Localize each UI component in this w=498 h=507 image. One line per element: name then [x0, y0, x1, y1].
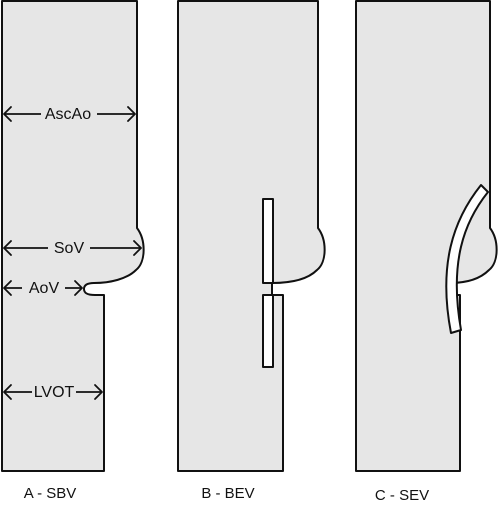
panel-b: B - BEV — [177, 0, 326, 502]
ascao-label: AscAo — [45, 106, 91, 123]
panel-c-caption: C - SEV — [375, 487, 429, 504]
panel-b-valve-lower-strut — [262, 294, 274, 368]
panel-a-aorta-body — [1, 0, 145, 472]
panel-b-aorta-body — [177, 0, 326, 472]
lvot-label: LVOT — [34, 384, 75, 401]
panel-a-caption: A - SBV — [24, 485, 77, 502]
panel-a: AscAo SoV AoV LVOT A - SBV — [1, 0, 145, 502]
sov-label: SoV — [54, 240, 85, 257]
lvot-dimension: LVOT — [3, 384, 103, 401]
panel-c-aorta-body — [355, 0, 498, 472]
ascao-dimension: AscAo — [3, 106, 136, 123]
panel-b-valve-upper-strut — [262, 198, 274, 284]
panel-b-caption: B - BEV — [201, 485, 254, 502]
panel-c: C - SEV — [355, 0, 498, 504]
panel-c-valve-stent — [445, 184, 489, 334]
aov-label: AoV — [29, 280, 60, 297]
sov-dimension: SoV — [3, 240, 142, 257]
aov-dimension: AoV — [3, 280, 83, 297]
